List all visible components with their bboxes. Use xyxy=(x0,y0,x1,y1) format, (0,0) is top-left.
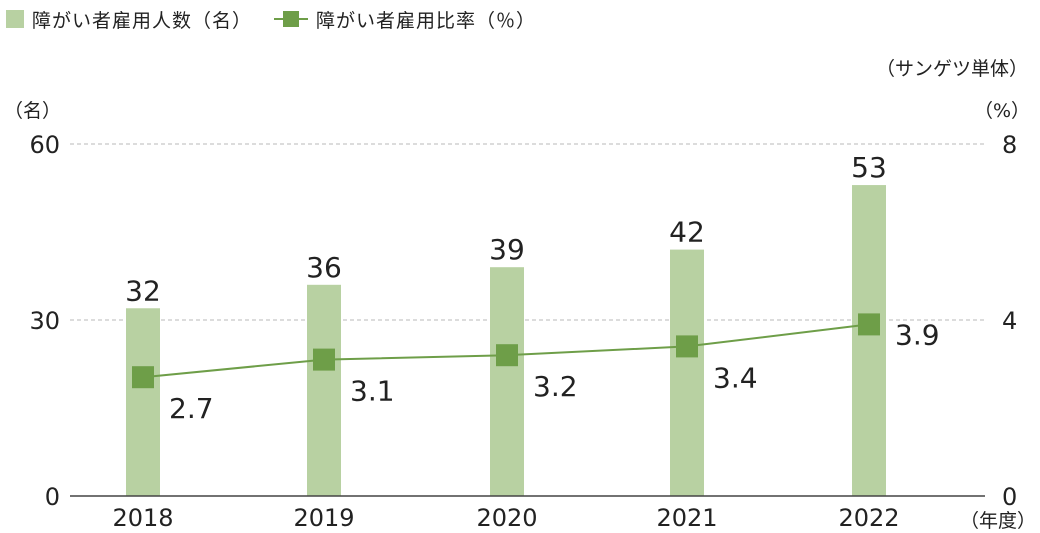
legend-line-swatch xyxy=(274,10,309,28)
bar xyxy=(126,308,160,496)
y-right-tick-label: 0 xyxy=(1002,483,1017,511)
legend-bar-label: 障がい者雇用人数（名） xyxy=(32,9,253,32)
y-left-tick-label: 60 xyxy=(29,131,60,159)
x-tick-label: 2018 xyxy=(112,504,173,532)
left-axis-unit: （名） xyxy=(4,100,62,122)
bar-value-label: 42 xyxy=(669,216,705,249)
right-axis-unit: （%） xyxy=(973,100,1030,122)
rate-marker xyxy=(132,366,154,389)
bar xyxy=(490,267,524,496)
y-right-tick-label: 8 xyxy=(1002,131,1017,159)
rate-marker xyxy=(676,335,698,358)
rate-marker xyxy=(858,313,880,336)
x-tick-label: 2020 xyxy=(476,504,537,532)
rate-value-label: 3.9 xyxy=(895,318,940,351)
rate-marker xyxy=(313,348,335,371)
rate-value-label: 3.4 xyxy=(713,361,758,394)
legend-item-bar: 障がい者雇用人数（名） xyxy=(6,6,252,33)
x-tick-label: 2022 xyxy=(838,504,899,532)
bar xyxy=(307,284,341,496)
chart-legend: 障がい者雇用人数（名） 障がい者雇用比率（％） xyxy=(6,4,558,34)
legend-bar-swatch xyxy=(6,10,24,28)
legend-line-label: 障がい者雇用比率（％） xyxy=(316,9,537,32)
rate-value-label: 3.2 xyxy=(533,370,578,403)
bar-value-label: 32 xyxy=(125,274,161,307)
rate-value-label: 2.7 xyxy=(169,392,214,425)
x-tick-label: 2019 xyxy=(293,504,354,532)
legend-item-line: 障がい者雇用比率（％） xyxy=(274,6,536,33)
bar-value-label: 53 xyxy=(851,151,887,184)
bar-value-label: 39 xyxy=(489,233,525,266)
bar-value-label: 36 xyxy=(306,251,342,284)
bar xyxy=(670,249,704,496)
rate-marker xyxy=(496,344,518,367)
x-axis-unit: （年度） xyxy=(959,510,1036,532)
y-left-tick-label: 0 xyxy=(45,483,60,511)
y-right-tick-label: 4 xyxy=(1002,307,1017,335)
rate-value-label: 3.1 xyxy=(350,375,395,408)
y-left-tick-label: 30 xyxy=(29,307,60,335)
bar xyxy=(852,185,886,497)
scope-note: （サンゲツ単体） xyxy=(875,58,1028,80)
x-tick-label: 2021 xyxy=(656,504,717,532)
